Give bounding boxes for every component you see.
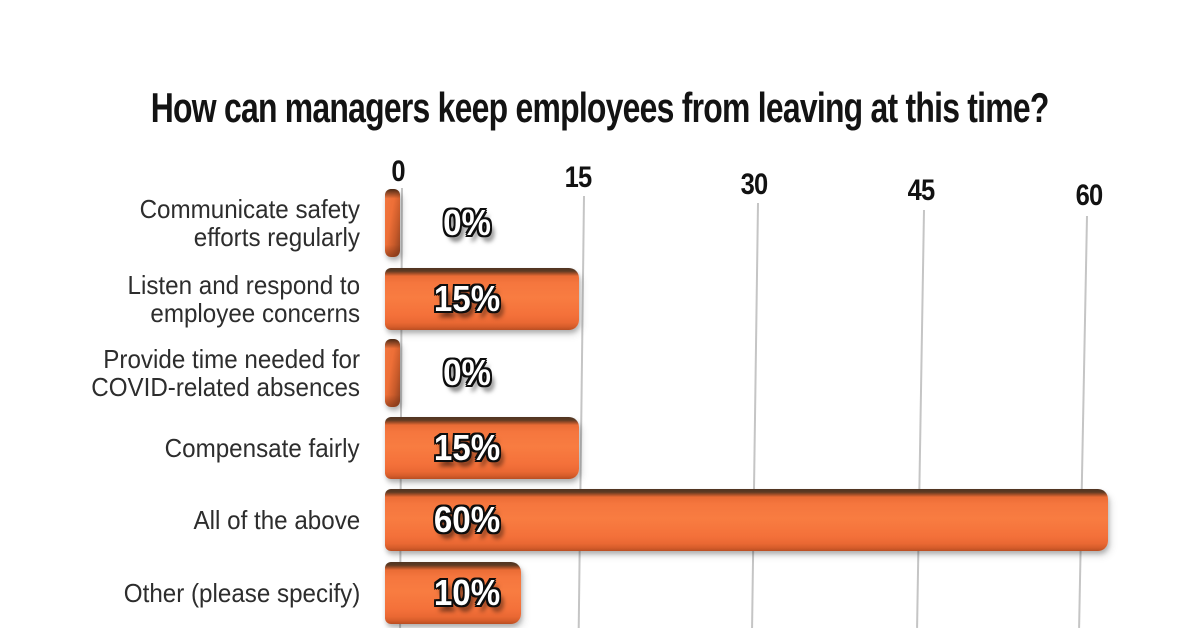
bar-value-text: 15% [434,427,501,468]
bar-value-text: 60% [434,499,501,540]
bar-value-label: 15% [385,268,550,330]
bar-value-text: 0% [443,352,492,393]
x-axis-tick-label: 15 [564,161,593,194]
bar-row: Listen and respond to employee concerns … [0,268,1200,330]
bar [385,562,521,624]
bar-row: Other (please specify) 10% [0,562,1200,624]
category-label: Compensate fairly [0,410,360,486]
category-label-text: Provide time needed for COVID-related ab… [91,344,360,402]
bar [385,339,400,407]
bar [385,417,579,479]
x-axis-tick-label: 0 [391,155,405,188]
bar-value-label: 10% [385,562,550,624]
category-label: Communicate safety efforts regularly [0,185,360,261]
x-axis-tick-label: 30 [740,168,769,201]
category-label-text: Communicate safety efforts regularly [139,194,360,252]
bar-row: Compensate fairly 15% [0,417,1200,479]
bar-value-label: 15% [385,417,550,479]
chart-title-text: How can managers keep employees from lea… [151,84,1050,131]
x-axis-tick-label: 45 [907,174,936,207]
bar [385,268,579,330]
category-label: Other (please specify) [0,555,360,628]
bar-row: Provide time needed for COVID-related ab… [0,339,1200,407]
bar-value-text: 0% [443,202,492,243]
category-label: All of the above [0,482,360,558]
category-label-text: Other (please specify) [123,578,360,608]
chart-title: How can managers keep employees from lea… [0,84,1200,132]
category-label-text: All of the above [193,505,360,535]
bar-value-label: 0% [385,192,550,254]
bar-row: All of the above 60% [0,489,1200,551]
bar [385,489,1108,551]
bar-value-text: 10% [434,572,501,613]
bar [385,189,400,257]
x-axis-tick-label: 60 [1075,179,1104,212]
bar-row: Communicate safety efforts regularly 0% [0,189,1200,257]
category-label: Provide time needed for COVID-related ab… [0,335,360,411]
bar-value-text: 15% [434,278,501,319]
category-label: Listen and respond to employee concerns [0,261,360,337]
bar-value-label: 0% [385,342,550,404]
category-label-text: Listen and respond to employee concerns [127,270,360,328]
category-label-text: Compensate fairly [165,433,360,463]
bar-value-label: 60% [385,489,550,551]
